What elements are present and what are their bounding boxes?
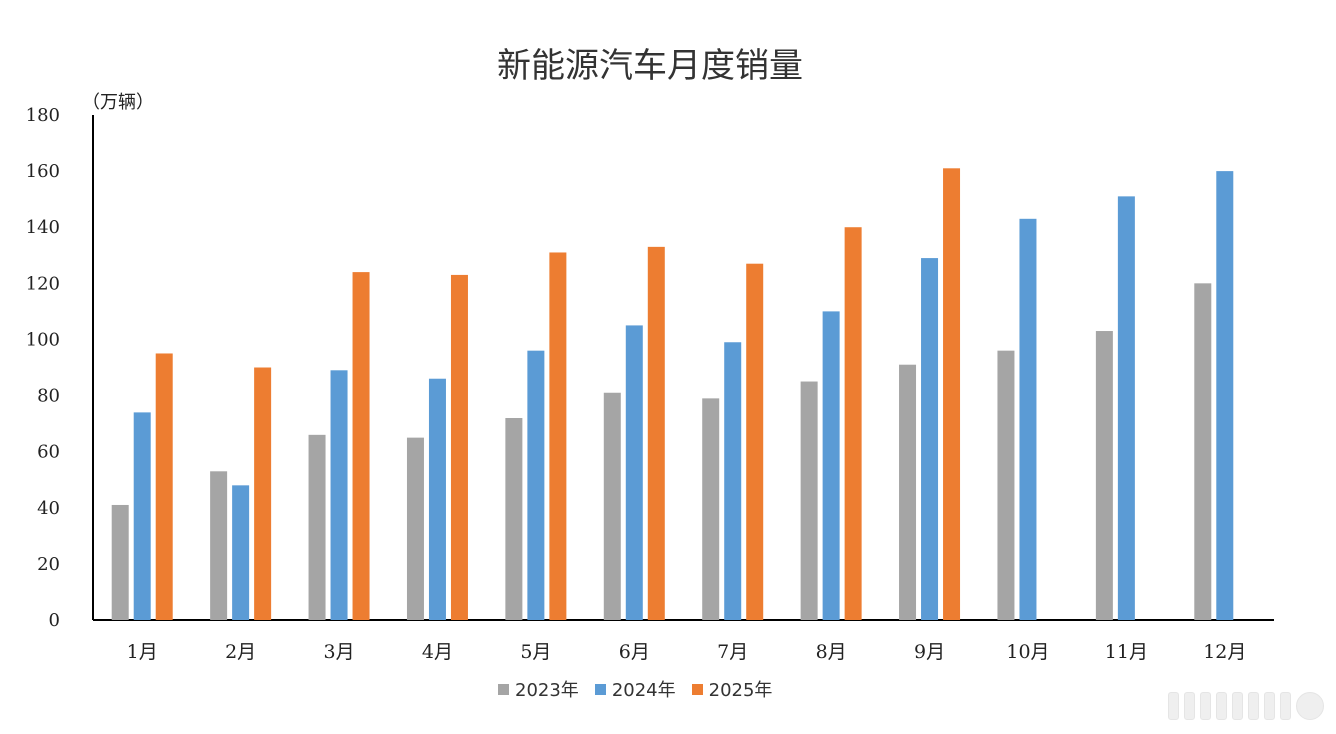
x-tick-label: 1月 (127, 641, 158, 663)
bar-3-7 (746, 263, 764, 620)
bar-2-2 (232, 485, 250, 620)
watermark-circle (1296, 692, 1324, 720)
legend-label: 2024年 (611, 680, 676, 701)
legend-swatch (691, 683, 703, 695)
bar-1-4 (406, 437, 424, 620)
bar-2-10 (1019, 218, 1037, 621)
bar-3-4 (450, 274, 468, 620)
bar-1-9 (899, 364, 917, 620)
bar-2-11 (1117, 196, 1135, 620)
legend-item: 2023年 (498, 676, 579, 702)
bar-3-2 (254, 367, 272, 620)
bar-1-5 (505, 418, 523, 620)
bar-2-9 (921, 258, 939, 620)
legend-swatch (594, 683, 606, 695)
y-tick-label: 100 (26, 329, 60, 350)
bar-3-3 (352, 272, 370, 620)
x-tick-label: 3月 (323, 641, 354, 663)
watermark-bar (1280, 692, 1291, 720)
x-tick-label: 4月 (422, 641, 453, 663)
watermark-bar (1200, 692, 1211, 720)
x-tick-label: 11月 (1105, 641, 1148, 663)
bar-2-8 (822, 311, 840, 620)
legend-label: 2023年 (515, 680, 579, 701)
chart-title: 新能源汽车月度销量 (497, 46, 803, 86)
bars (111, 168, 1234, 621)
x-tick-label: 6月 (619, 641, 650, 663)
x-tick-label: 12月 (1203, 641, 1246, 663)
bar-1-2 (210, 471, 228, 620)
legend-item: 2024年 (594, 676, 676, 702)
x-tick-label: 2月 (225, 641, 256, 663)
bar-3-8 (844, 227, 862, 620)
bar-2-12 (1216, 171, 1234, 620)
watermark-bar (1216, 692, 1227, 720)
bar-3-1 (155, 353, 173, 620)
bar-1-1 (111, 504, 129, 620)
bar-2-7 (724, 342, 742, 620)
y-tick-label: 140 (26, 217, 60, 238)
legend-swatch (498, 683, 509, 695)
x-axis: 1月 2月 3月 4月 5月 6月 7月 8月 9月 10月 11月 12月 (93, 619, 1274, 663)
bar-1-3 (308, 434, 326, 620)
bar-1-10 (997, 350, 1015, 620)
x-tick-label: 5月 (520, 641, 551, 663)
watermark-bar (1168, 692, 1179, 720)
x-tick-label: 7月 (717, 641, 748, 663)
y-axis: 0 20 40 60 80 100 120 140 160 180 (26, 105, 94, 631)
bar-1-7 (702, 398, 720, 620)
y-tick-label: 40 (37, 498, 60, 519)
x-tick-label: 9月 (914, 641, 945, 663)
bar-1-11 (1095, 331, 1113, 620)
legend-label: 2025年 (708, 680, 773, 701)
y-unit-label: （万辆） (82, 92, 154, 113)
bar-2-5 (527, 350, 545, 620)
y-tick-label: 120 (26, 273, 60, 294)
legend-item: 2025年 (691, 676, 773, 702)
watermark-bar (1232, 692, 1243, 720)
bar-2-1 (133, 412, 151, 620)
bar-1-12 (1194, 283, 1212, 620)
chart-legend: 2023年 2024年 2025年 (498, 676, 772, 702)
bar-2-6 (625, 325, 643, 620)
bar-2-4 (428, 378, 446, 620)
watermark (1168, 692, 1324, 720)
watermark-bar (1248, 692, 1259, 720)
watermark-bar (1184, 692, 1195, 720)
bar-3-9 (943, 168, 961, 621)
y-tick-label: 60 (37, 442, 60, 463)
x-tick-label: 8月 (816, 641, 847, 663)
bar-1-6 (603, 392, 621, 620)
y-tick-label: 20 (37, 554, 60, 575)
bar-1-8 (800, 381, 818, 620)
bar-3-6 (647, 246, 665, 620)
bar-2-3 (330, 370, 348, 620)
y-tick-label: 180 (26, 105, 60, 126)
watermark-bar (1264, 692, 1275, 720)
x-tick-label: 10月 (1006, 641, 1049, 663)
y-tick-label: 80 (37, 386, 60, 407)
y-tick-label: 160 (26, 161, 60, 182)
bar-3-5 (549, 252, 567, 620)
y-tick-label: 0 (49, 610, 60, 631)
